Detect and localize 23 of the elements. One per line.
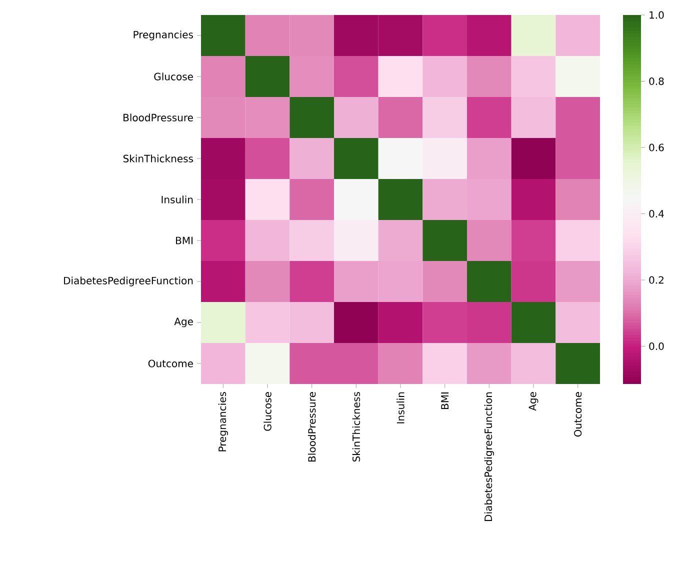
color-bar-label: 0.8 [649,77,664,86]
x-tick-label: Insulin [396,392,404,424]
y-tick-label: Outcome [148,360,193,368]
color-bar-label: 0.0 [649,342,664,350]
y-tick-label: DiabetesPedigreeFunction [64,276,193,286]
y-tick-label: BMI [176,236,192,244]
color-bar-label: 0.4 [649,210,664,218]
x-tick-label: SkinThickness [352,392,360,462]
y-tick-label: Insulin [162,196,193,204]
x-tick-label: Age [528,392,538,411]
x-tick-label: Outcome [574,392,582,437]
x-tick-label: BloodPressure [308,392,316,462]
y-tick-label: SkinThickness [123,154,193,162]
x-tick-label: Glucose [264,392,272,431]
y-tick-label: Age [174,318,193,328]
x-tick-label: DiabetesPedigreeFunction [484,392,494,521]
color-bar-label: 0.6 [649,144,664,152]
y-tick-label: BloodPressure [124,114,193,122]
y-tick-label: Glucose [154,72,193,80]
y-tick-label: Pregnancies [134,30,193,40]
x-tick-label: BMI [441,392,448,409]
color-bar-label: 1.0 [650,11,664,19]
color-bar-label: 0.2 [649,276,664,284]
